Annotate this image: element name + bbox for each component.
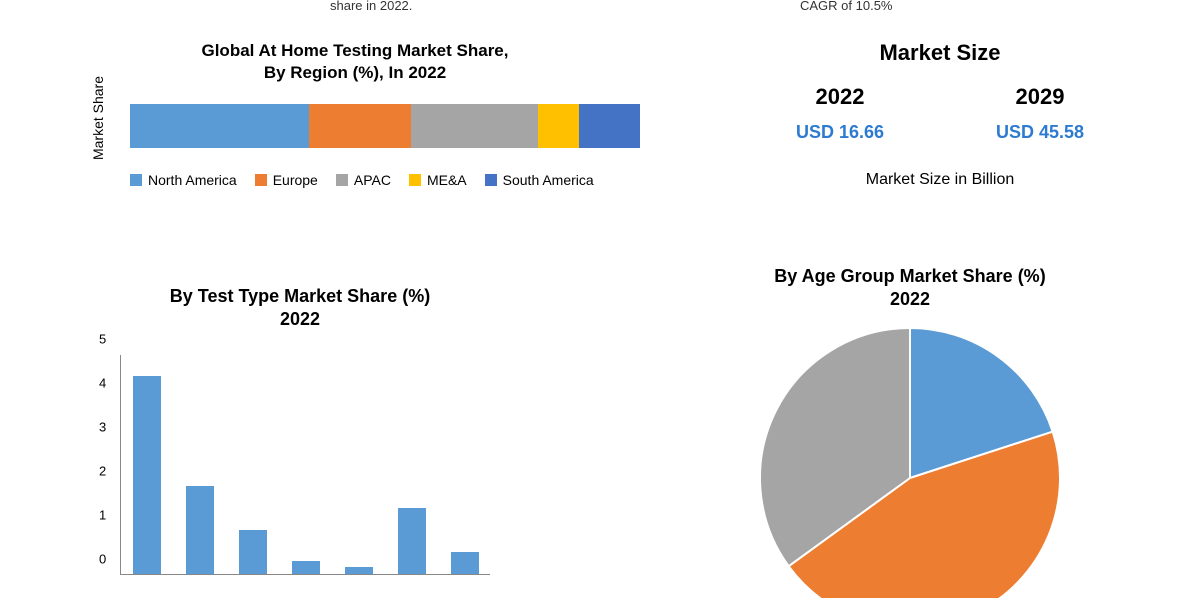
age-pie-title: By Age Group Market Share (%) 2022	[670, 265, 1150, 312]
legend-label: ME&A	[427, 172, 467, 188]
legend-swatch	[255, 174, 267, 186]
market-size-col-2029: 2029 USD 45.58	[996, 84, 1084, 143]
market-size-block: Market Size 2022 USD 16.66 2029 USD 45.5…	[740, 40, 1140, 189]
legend-swatch	[485, 174, 497, 186]
region-chart-title: Global At Home Testing Market Share, By …	[70, 40, 640, 84]
region-segment	[130, 104, 309, 148]
market-size-value: USD 16.66	[796, 122, 884, 143]
test-type-title: By Test Type Market Share (%) 2022	[90, 285, 510, 332]
bar	[186, 486, 214, 574]
legend-item: ME&A	[409, 172, 467, 188]
bar-y-tick: 5	[99, 332, 106, 347]
bar	[292, 561, 320, 574]
bar	[451, 552, 479, 574]
bar	[398, 508, 426, 574]
header-right-text: CAGR of 10.5%	[800, 0, 1000, 13]
market-size-col-2022: 2022 USD 16.66	[796, 84, 884, 143]
bar-y-tick: 3	[99, 420, 106, 435]
region-segment	[538, 104, 579, 148]
legend-swatch	[409, 174, 421, 186]
bar	[133, 376, 161, 574]
header-left-text: share in 2022.	[330, 0, 530, 13]
legend-label: Europe	[273, 172, 318, 188]
market-size-year: 2029	[996, 84, 1084, 110]
region-segment	[411, 104, 539, 148]
legend-item: North America	[130, 172, 237, 188]
market-size-caption: Market Size in Billion	[740, 171, 1140, 189]
region-segment	[309, 104, 411, 148]
bar-y-tick: 2	[99, 464, 106, 479]
region-legend: North America Europe APAC ME&A South America	[130, 172, 594, 188]
legend-label: APAC	[354, 172, 391, 188]
region-segment	[579, 104, 640, 148]
bar-y-tick: 0	[99, 552, 106, 567]
age-pie-svg	[710, 318, 1110, 598]
legend-swatch	[130, 174, 142, 186]
market-size-heading: Market Size	[740, 40, 1140, 66]
legend-item: South America	[485, 172, 594, 188]
legend-item: Europe	[255, 172, 318, 188]
bar-y-tick: 4	[99, 376, 106, 391]
header-fragment: share in 2022. CAGR of 10.5%	[0, 0, 1200, 32]
region-stacked-bar	[130, 104, 640, 148]
legend-label: North America	[148, 172, 237, 188]
bar	[345, 567, 373, 574]
market-size-value: USD 45.58	[996, 122, 1084, 143]
region-y-axis-label: Market Share	[90, 76, 106, 160]
bar	[239, 530, 267, 574]
market-size-year: 2022	[796, 84, 884, 110]
legend-item: APAC	[336, 172, 391, 188]
age-group-chart: By Age Group Market Share (%) 2022	[670, 265, 1150, 603]
test-type-chart: By Test Type Market Share (%) 2022 01234…	[90, 285, 510, 332]
test-type-plot: 012345	[120, 355, 490, 575]
legend-label: South America	[503, 172, 594, 188]
legend-swatch	[336, 174, 348, 186]
region-share-chart: Global At Home Testing Market Share, By …	[70, 40, 640, 84]
bar-y-tick: 1	[99, 508, 106, 523]
